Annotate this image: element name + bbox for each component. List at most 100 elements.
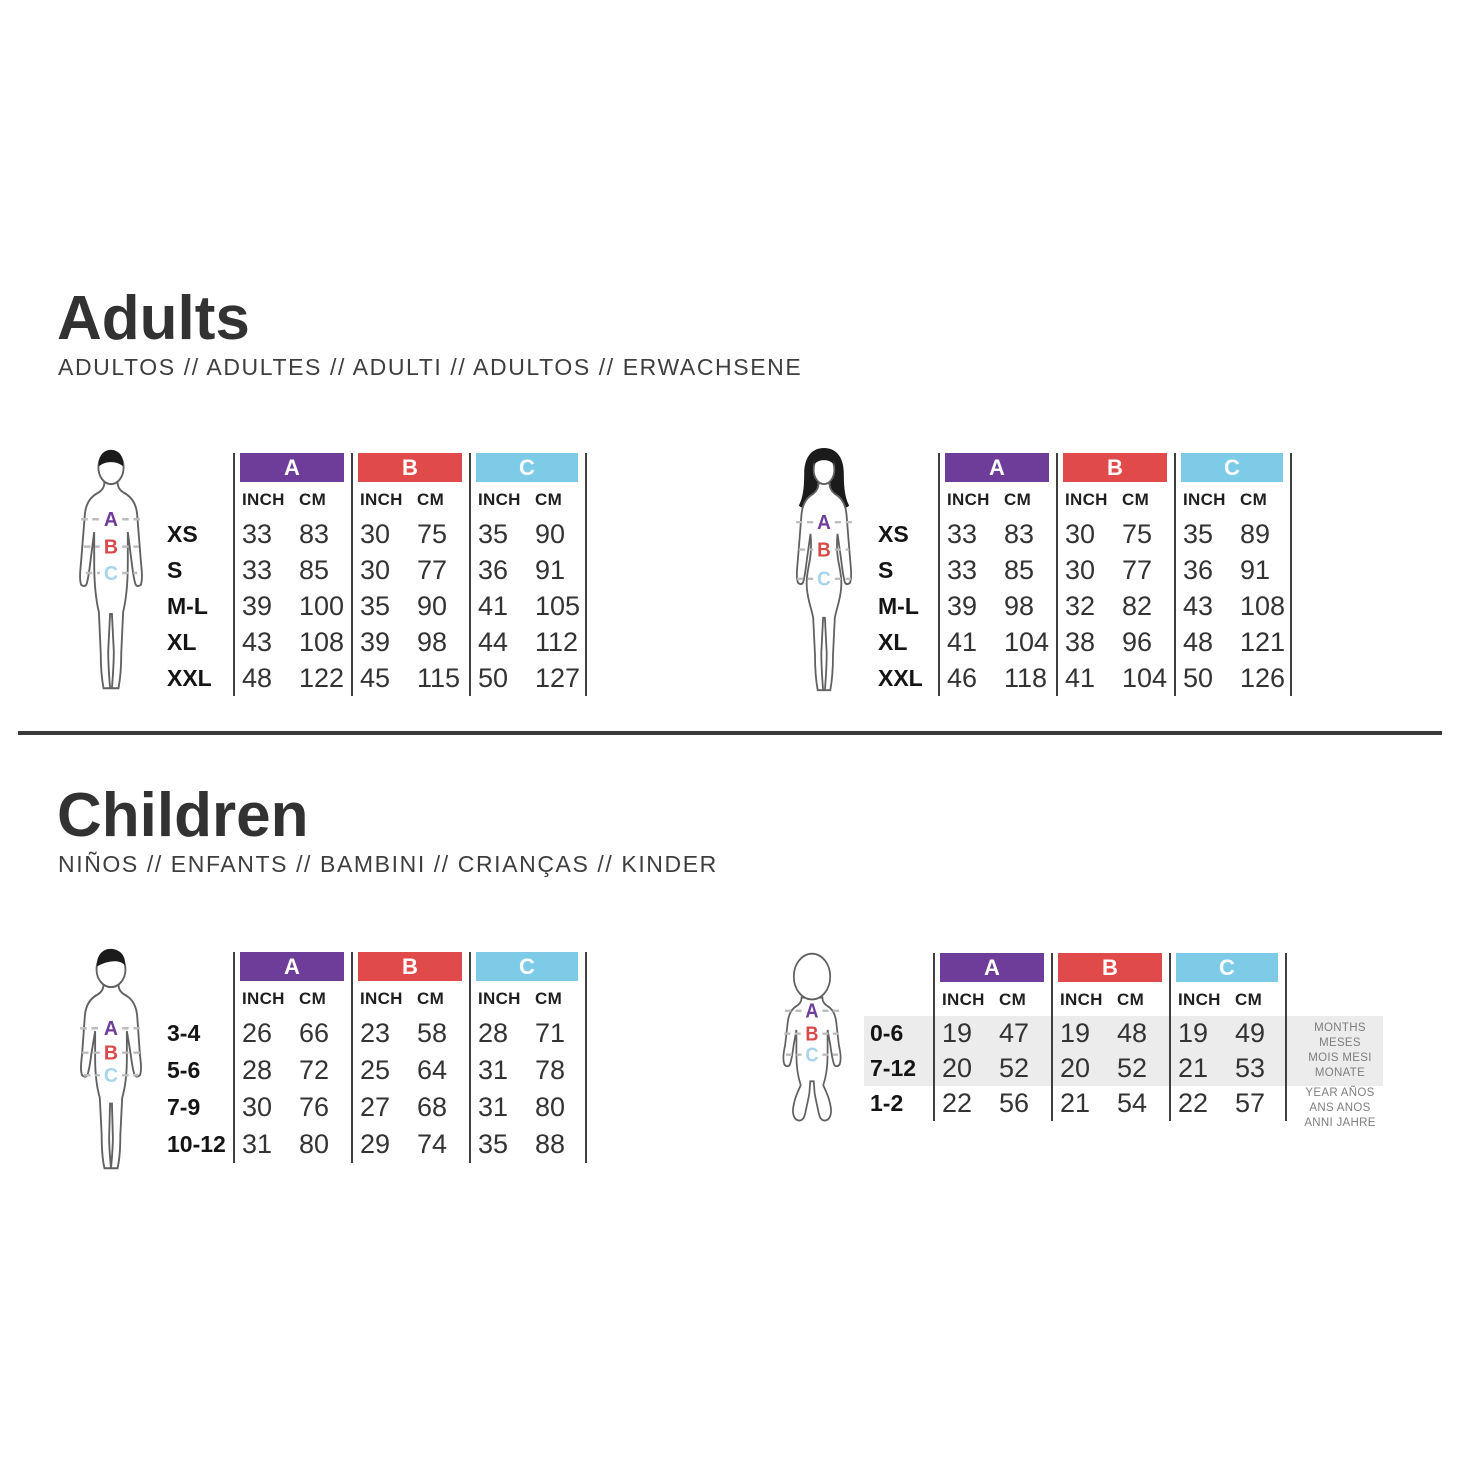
unit-header: CM xyxy=(417,489,445,509)
size-cell: 52 xyxy=(1110,1051,1169,1086)
size-cell: 76 xyxy=(299,1092,330,1122)
unit-header: INCH xyxy=(938,483,997,516)
size-cell: 85 xyxy=(1004,554,1035,585)
adults-subtitle: ADULTOS // ADULTES // ADULTI // ADULTOS … xyxy=(58,354,803,380)
size-cell: 39 xyxy=(351,624,410,660)
figure-label-b: B xyxy=(817,539,831,562)
size-cell: 46 xyxy=(938,660,997,696)
size-cell: 108 xyxy=(1233,588,1292,624)
size-cell: 35 xyxy=(351,588,410,624)
size-cell: 33 xyxy=(938,516,997,552)
size-cell: 28 xyxy=(469,1015,528,1052)
unit-header: CM xyxy=(299,489,327,509)
unit-header: INCH xyxy=(233,982,292,1015)
size-label: 1-2 xyxy=(870,1090,904,1116)
size-cell: 23 xyxy=(351,1015,410,1052)
size-cell: 30 xyxy=(1056,516,1115,552)
size-cell: 49 xyxy=(1228,1016,1287,1051)
column-c-header: C xyxy=(1176,953,1278,982)
size-label: 10-12 xyxy=(167,1131,226,1157)
size-cell: 52 xyxy=(992,1051,1051,1086)
unit-header: INCH xyxy=(1174,483,1233,516)
size-cell: 122 xyxy=(299,662,345,693)
size-cell: 77 xyxy=(1122,554,1153,585)
size-cell: 39 xyxy=(233,588,292,624)
column-a-header: A xyxy=(240,952,344,981)
baby-figure-icon: A B C xyxy=(782,952,842,1122)
size-cell: 104 xyxy=(1004,626,1050,657)
size-cell: 80 xyxy=(299,1129,330,1159)
size-label: S xyxy=(167,556,183,583)
unit-header: INCH xyxy=(1051,983,1110,1016)
adults-men-group: A B C A B C INCH CM INCH CM INCH CM XS 3… xyxy=(55,441,587,698)
size-cell: 48 xyxy=(1110,1016,1169,1051)
figure-label-c: C xyxy=(805,1045,818,1067)
column-b-header: B xyxy=(358,453,462,482)
size-cell: 115 xyxy=(417,662,461,693)
size-cell: 31 xyxy=(233,1126,292,1163)
size-cell: 53 xyxy=(1228,1051,1287,1086)
size-cell: 104 xyxy=(1122,662,1168,693)
size-cell: 112 xyxy=(528,624,587,660)
size-label: XL xyxy=(878,628,908,655)
size-cell: 74 xyxy=(417,1129,448,1159)
size-cell: 33 xyxy=(938,552,997,588)
figure-label-a: A xyxy=(817,511,831,534)
size-cell: 43 xyxy=(233,624,292,660)
size-cell: 27 xyxy=(351,1089,410,1126)
size-cell: 80 xyxy=(528,1089,587,1126)
size-cell: 28 xyxy=(233,1052,292,1089)
column-b-header: B xyxy=(1063,453,1167,482)
unit-header: CM xyxy=(1004,489,1032,509)
figure-label-b: B xyxy=(805,1024,818,1046)
child-figure-icon: A B C xyxy=(80,948,142,1170)
size-cell: 21 xyxy=(1169,1051,1228,1086)
size-cell: 118 xyxy=(1004,662,1048,693)
size-cell: 19 xyxy=(933,1016,992,1051)
size-cell: 90 xyxy=(417,590,448,621)
size-cell: 56 xyxy=(999,1088,1030,1118)
size-cell: 54 xyxy=(1117,1088,1148,1118)
column-a-header: A xyxy=(940,953,1044,982)
size-label: XL xyxy=(167,628,197,655)
size-label: XXL xyxy=(167,664,212,691)
size-cell: 77 xyxy=(417,554,448,585)
size-cell: 96 xyxy=(1122,626,1153,657)
years-note: YEAR AÑOS ANS ANOS ANNI JAHRE xyxy=(1304,1087,1376,1130)
size-cell: 85 xyxy=(299,554,330,585)
unit-header: CM xyxy=(1117,989,1145,1009)
size-label: 7-12 xyxy=(864,1051,933,1086)
size-cell: 127 xyxy=(528,660,587,696)
size-cell: 108 xyxy=(299,626,345,657)
size-label: XXL xyxy=(878,664,923,691)
size-cell: 32 xyxy=(1056,588,1115,624)
size-cell: 91 xyxy=(1233,552,1292,588)
size-cell: 41 xyxy=(938,624,997,660)
size-label: S xyxy=(878,556,894,583)
unit-header: CM xyxy=(528,483,587,516)
size-cell: 58 xyxy=(417,1018,448,1048)
size-cell: 88 xyxy=(528,1126,587,1163)
adults-women-table: A B C INCH CM INCH CM INCH CM XS 33 83 3… xyxy=(878,453,1292,696)
unit-header: INCH xyxy=(233,483,292,516)
female-figure-icon: A B C xyxy=(795,447,853,692)
column-c-header: C xyxy=(1181,453,1283,482)
months-note: MONTHS MESES MOIS MESI MONATE xyxy=(1287,1016,1383,1086)
figure-label-c: C xyxy=(104,1065,118,1088)
size-cell: 30 xyxy=(1056,552,1115,588)
size-cell: 82 xyxy=(1122,590,1153,621)
size-cell: 48 xyxy=(233,660,292,696)
size-cell: 38 xyxy=(1056,624,1115,660)
children-subtitle: NIÑOS // ENFANTS // BAMBINI // CRIANÇAS … xyxy=(58,851,718,877)
size-label: 7-9 xyxy=(167,1094,201,1120)
size-cell: 48 xyxy=(1174,624,1233,660)
children-child-group: A B C A B C INCH CM INCH CM INCH CM 3-4 … xyxy=(55,940,587,1180)
size-cell: 29 xyxy=(351,1126,410,1163)
figure-label-c: C xyxy=(817,568,831,591)
size-cell: 45 xyxy=(351,660,410,696)
unit-header: INCH xyxy=(351,982,410,1015)
size-cell: 30 xyxy=(351,516,410,552)
size-cell: 25 xyxy=(351,1052,410,1089)
unit-header: INCH xyxy=(351,483,410,516)
